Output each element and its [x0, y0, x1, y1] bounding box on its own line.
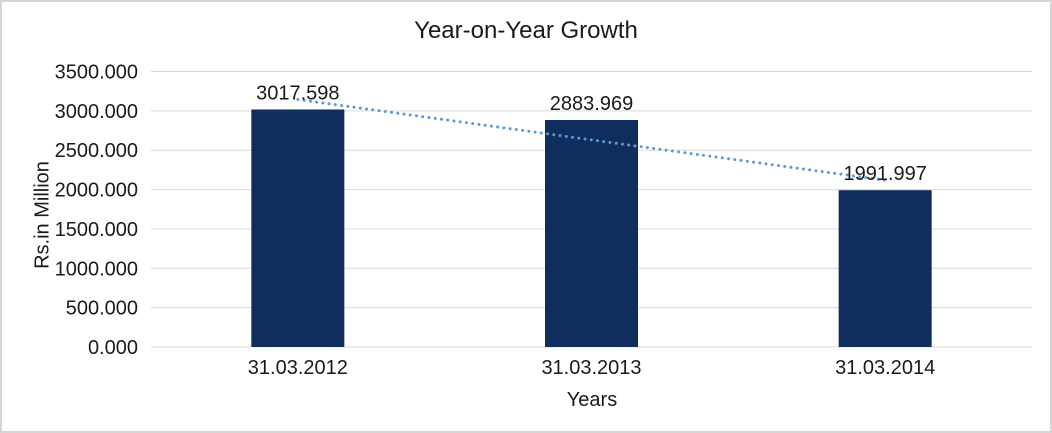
- y-axis-tick-label: 1500.000: [55, 219, 138, 241]
- x-axis-tick-label: 31.03.2014: [835, 357, 935, 379]
- y-axis-tick-label: 0.000: [88, 337, 138, 359]
- y-axis-tick-label: 2000.000: [55, 180, 138, 202]
- data-label: 1991.997: [843, 163, 926, 185]
- y-axis-tick-label: 500.000: [66, 298, 138, 320]
- x-axis-tick-label: 31.03.2013: [541, 357, 641, 379]
- y-axis-tick-label: 2500.000: [55, 140, 138, 162]
- data-label: 3017.598: [256, 82, 339, 104]
- y-axis-tick-label: 3500.000: [55, 62, 138, 84]
- trendline: [296, 98, 887, 182]
- x-axis-title: Years: [566, 389, 618, 411]
- bar: [838, 190, 932, 347]
- x-axis-tick-label: 31.03.2012: [248, 357, 348, 379]
- bar: [545, 119, 638, 347]
- data-label: 2883.969: [550, 93, 633, 115]
- y-axis-tick-label: 1000.000: [55, 258, 138, 280]
- y-axis-tick-label: 3000.000: [55, 101, 138, 123]
- chart-title: Year-on-Year Growth: [414, 17, 638, 44]
- bar: [251, 109, 345, 348]
